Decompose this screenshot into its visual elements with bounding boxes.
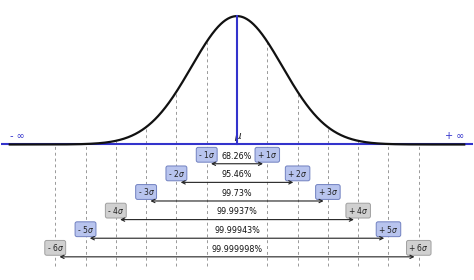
Text: + 6$\sigma$: + 6$\sigma$ bbox=[409, 242, 429, 253]
Text: + 1$\sigma$: + 1$\sigma$ bbox=[257, 149, 278, 160]
Text: + 5$\sigma$: + 5$\sigma$ bbox=[378, 224, 399, 235]
Text: - ∞: - ∞ bbox=[10, 131, 25, 141]
Text: + 4$\sigma$: + 4$\sigma$ bbox=[348, 205, 368, 216]
Text: 99.999998%: 99.999998% bbox=[211, 245, 263, 254]
Text: 68.26%: 68.26% bbox=[222, 151, 252, 160]
Text: - 5$\sigma$: - 5$\sigma$ bbox=[77, 224, 94, 235]
Text: 99.9937%: 99.9937% bbox=[217, 207, 257, 216]
Text: + ∞: + ∞ bbox=[445, 131, 464, 141]
Text: - 4$\sigma$: - 4$\sigma$ bbox=[107, 205, 124, 216]
Text: - 2$\sigma$: - 2$\sigma$ bbox=[168, 168, 185, 179]
Text: 99.73%: 99.73% bbox=[222, 189, 252, 198]
Text: 95.46%: 95.46% bbox=[222, 170, 252, 179]
Text: + 3$\sigma$: + 3$\sigma$ bbox=[318, 186, 338, 197]
Text: - 3$\sigma$: - 3$\sigma$ bbox=[137, 186, 155, 197]
Text: - 1$\sigma$: - 1$\sigma$ bbox=[198, 149, 215, 160]
Text: + 2$\sigma$: + 2$\sigma$ bbox=[287, 168, 308, 179]
Text: 99.99943%: 99.99943% bbox=[214, 226, 260, 235]
Text: μ: μ bbox=[234, 131, 240, 141]
Text: - 6$\sigma$: - 6$\sigma$ bbox=[47, 242, 64, 253]
